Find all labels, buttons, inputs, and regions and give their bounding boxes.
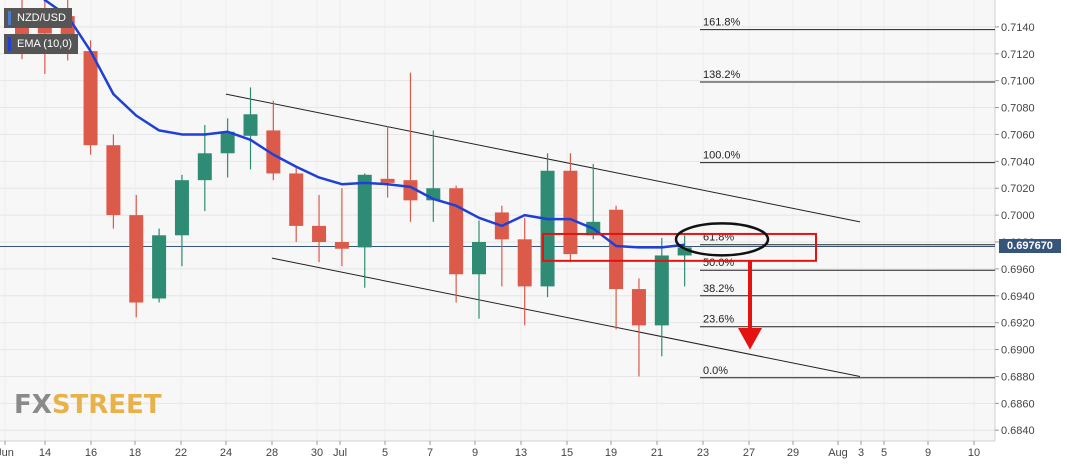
x-tick-label: 3 — [858, 447, 864, 459]
ema-line — [42, 0, 685, 249]
x-tick-label: 23 — [697, 447, 709, 459]
candle-body — [403, 180, 418, 201]
x-tick-label: 27 — [743, 447, 755, 459]
candle-body — [312, 225, 327, 243]
x-tick-label: 9 — [925, 447, 931, 459]
y-tick-label: 0.6920 — [1001, 318, 1035, 330]
fib-level-label: 161.8% — [703, 17, 741, 29]
ema-polyline — [42, 0, 685, 249]
x-tick-label: 9 — [472, 447, 478, 459]
candle-body — [357, 174, 372, 248]
y-tick-label: 0.7100 — [1001, 76, 1035, 88]
fib-level-label: 38.2% — [703, 283, 734, 295]
candle-body — [449, 188, 464, 275]
y-tick-label: 0.7000 — [1001, 210, 1035, 222]
y-tick-label: 0.7080 — [1001, 103, 1035, 115]
candle-body — [37, 26, 52, 34]
y-tick-label: 0.7120 — [1001, 49, 1035, 61]
y-tick-label: 0.7040 — [1001, 156, 1035, 168]
y-tick-label: 0.6880 — [1001, 371, 1035, 383]
x-tick-label: Aug — [828, 447, 848, 459]
current-price-label: 0.697670 — [999, 239, 1061, 254]
x-tick-label: Jun — [0, 447, 14, 459]
y-tick-label: 0.6940 — [1001, 291, 1035, 303]
logo-street: STREET — [51, 390, 162, 420]
x-tick-label: 21 — [651, 447, 663, 459]
annotations — [542, 222, 817, 350]
candle-body — [83, 51, 98, 146]
indicator-swatch — [8, 37, 11, 51]
candle-body — [677, 247, 692, 256]
channel-lower-line — [271, 257, 861, 377]
fib-level-label: 23.6% — [703, 314, 734, 326]
candle-body — [563, 170, 578, 255]
channel-upper-line — [225, 93, 861, 223]
fib-level-label: 100.0% — [703, 150, 741, 162]
x-tick-label: 28 — [266, 447, 278, 459]
legend-indicator[interactable]: EMA (10,0) — [4, 34, 79, 54]
y-axis-ticks: 0.6840 0.6860 0.6880 0.6900 0.6920 0.6940 0.69… — [994, 0, 1035, 441]
x-tick-label: 22 — [175, 447, 187, 459]
logo-fx: FX — [14, 390, 52, 420]
x-tick-label: 13 — [515, 447, 527, 459]
grid-lines — [0, 0, 995, 441]
fib-level-label: 138.2% — [703, 69, 741, 81]
legend-indicator-label: EMA (10,0) — [17, 38, 73, 50]
y-tick-label: 0.7020 — [1001, 183, 1035, 195]
symbol-swatch — [8, 11, 11, 25]
candle-body — [106, 145, 121, 216]
candle-body — [243, 114, 258, 136]
candle-body — [174, 180, 189, 236]
legend-symbol[interactable]: NZD/USD — [4, 8, 72, 28]
x-tick-label: 18 — [129, 447, 141, 459]
candle-body — [197, 153, 212, 181]
candle-body — [540, 170, 555, 287]
highlight-ellipse — [674, 222, 770, 257]
candle-body — [129, 215, 144, 303]
x-axis-ticks: Jun 14 16 18 22 24 28 30 Jul 5 7 9 13 15 19 21 23 27 29 Aug… — [0, 440, 995, 459]
candle-body — [654, 255, 669, 326]
x-tick-label: 5 — [881, 447, 887, 459]
candle-body — [334, 242, 349, 249]
fib-level-label: 0.0% — [703, 365, 728, 377]
candle-body — [152, 235, 167, 299]
x-tick-label: 29 — [787, 447, 799, 459]
y-tick-label: 0.6860 — [1001, 398, 1035, 410]
x-tick-label: 30 — [311, 447, 323, 459]
x-tick-label: 19 — [605, 447, 617, 459]
trend-channel — [225, 93, 861, 377]
candle-body — [472, 242, 486, 275]
down-arrow-head — [738, 328, 762, 350]
candle-body — [289, 173, 304, 226]
candle-body — [266, 130, 281, 174]
candle-body — [609, 209, 624, 290]
candle-body — [220, 131, 235, 154]
y-tick-label: 0.6900 — [1001, 345, 1035, 357]
y-tick-label: 0.6840 — [1001, 425, 1035, 437]
legend-symbol-label: NZD/USD — [17, 12, 66, 24]
x-tick-label: Jul — [333, 447, 347, 459]
y-tick-label: 0.7060 — [1001, 129, 1035, 141]
candle-body — [517, 239, 532, 287]
candle-body — [380, 178, 395, 183]
x-tick-label: 24 — [220, 447, 232, 459]
x-tick-label: 16 — [85, 447, 97, 459]
x-tick-label: 14 — [39, 447, 51, 459]
x-tick-label: 5 — [382, 447, 388, 459]
x-tick-label: 7 — [427, 447, 433, 459]
x-tick-label: 10 — [968, 447, 980, 459]
candle-body — [631, 289, 646, 326]
y-tick-label: 0.7140 — [1001, 22, 1035, 34]
fibonacci-levels: 161.8%138.2%100.0%61.8%50.0%38.2%23.6%0.… — [0, 17, 995, 379]
fib-level-label: 50.0% — [703, 257, 734, 269]
fxstreet-logo: FXSTREET — [14, 390, 162, 420]
y-tick-label: 0.6960 — [1001, 264, 1035, 276]
x-tick-label: 15 — [561, 447, 573, 459]
